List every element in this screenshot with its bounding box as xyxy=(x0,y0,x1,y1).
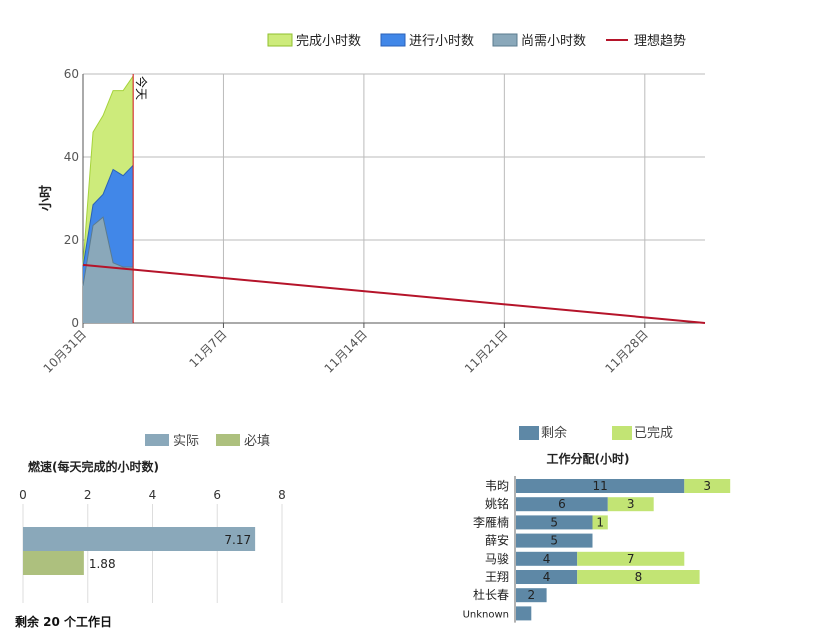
y-tick-label: 60 xyxy=(64,67,79,81)
y-tick-label: 0 xyxy=(71,316,79,330)
area-尚需小时数 xyxy=(83,217,134,323)
burndown-chart: 0 20 40 60 10月31日 11月7日 11月14日 11月21日 11月28日 小时 今天… xyxy=(38,33,706,376)
bar-completed-label: 1 xyxy=(596,515,604,529)
bar-completed-label: 8 xyxy=(635,570,643,584)
category-label: Unknown xyxy=(463,609,509,620)
bar-remaining-label: 4 xyxy=(543,552,551,566)
category-label: 马骏 xyxy=(485,552,509,566)
legend-swatch xyxy=(216,434,240,446)
legend-label: 尚需小时数 xyxy=(521,34,586,49)
bar-remaining-label: 11 xyxy=(593,479,608,493)
x-tick-label: 2 xyxy=(84,488,92,502)
legend-swatch xyxy=(612,426,632,440)
bar-remaining-label: 5 xyxy=(550,534,558,548)
y-tick-label: 40 xyxy=(64,150,79,164)
category-label: 姚铭 xyxy=(485,496,509,511)
bar-completed xyxy=(592,515,608,530)
bar-value-label: 1.88 xyxy=(89,557,116,571)
bar-remaining-label: 4 xyxy=(543,570,551,584)
x-tick-label: 10月31日 xyxy=(41,327,89,375)
area-line-进行小时数 xyxy=(82,164,134,268)
x-tick-label: 4 xyxy=(149,488,157,502)
legend-swatch xyxy=(519,426,539,440)
chart-title: 燃速(每天完成的小时数) xyxy=(28,459,159,474)
bar-completed xyxy=(577,551,685,566)
bar-remaining xyxy=(516,479,685,493)
bar-remaining xyxy=(516,606,532,621)
x-tick-label: 11月7日 xyxy=(187,327,230,370)
y-axis-label: 小时 xyxy=(38,185,54,211)
bar-remaining-label: 5 xyxy=(550,515,558,529)
x-tick-label: 8 xyxy=(278,488,286,502)
legend-swatch xyxy=(267,33,293,47)
bar-remaining-label: 2 xyxy=(527,588,535,602)
ideal-trend-line xyxy=(82,263,706,324)
legend-swatch xyxy=(145,434,169,446)
today-marker-label: 今天 xyxy=(134,76,149,100)
bar-completed xyxy=(577,570,700,584)
legend-swatch xyxy=(380,33,406,47)
bar-remaining-label: 6 xyxy=(558,497,566,511)
legend-label: 完成小时数 xyxy=(296,34,361,49)
bar-remaining xyxy=(516,551,578,566)
bar-value-label: 7.17 xyxy=(224,533,251,547)
category-label: 李雁楠 xyxy=(473,514,509,529)
bar-completed-label: 3 xyxy=(627,497,635,511)
bar-remaining xyxy=(516,588,547,603)
bar-completed-label: 3 xyxy=(703,479,711,493)
legend-swatch xyxy=(492,33,518,47)
legend-label: 剩余 xyxy=(541,425,567,441)
bar-remaining xyxy=(516,497,608,512)
legend-label: 必填 xyxy=(244,434,270,449)
legend-label: 进行小时数 xyxy=(409,34,474,49)
bar-remaining xyxy=(516,533,593,548)
bar-remaining xyxy=(516,515,593,530)
y-tick-label: 20 xyxy=(64,233,79,247)
remaining-days-text: 剩余 20 个工作日 xyxy=(15,615,113,629)
chart-title: 工作分配(小时) xyxy=(547,451,630,466)
category-label: 韦昀 xyxy=(485,479,509,493)
x-tick-label: 11月21日 xyxy=(462,327,510,375)
category-label: 杜长春 xyxy=(473,587,509,602)
legend-label: 实际 xyxy=(173,434,199,449)
x-tick-label: 11月28日 xyxy=(602,327,650,375)
category-label: 王翔 xyxy=(485,570,509,584)
x-tick-label: 0 xyxy=(19,488,27,502)
legend-label: 理想趋势 xyxy=(634,33,686,49)
bar-必填 xyxy=(23,551,84,575)
x-tick-label: 11月14日 xyxy=(322,327,370,375)
area-line-完成小时数 xyxy=(82,75,134,265)
bar-completed xyxy=(607,497,654,512)
bar-实际 xyxy=(23,527,256,551)
bar-completed-label: 7 xyxy=(627,552,635,566)
legend-label: 已完成 xyxy=(634,426,673,441)
bar-remaining xyxy=(516,570,578,584)
category-label: 薛安 xyxy=(485,533,509,548)
bar-completed xyxy=(684,479,731,493)
x-tick-label: 6 xyxy=(213,488,221,502)
area-line-尚需小时数 xyxy=(82,216,134,286)
